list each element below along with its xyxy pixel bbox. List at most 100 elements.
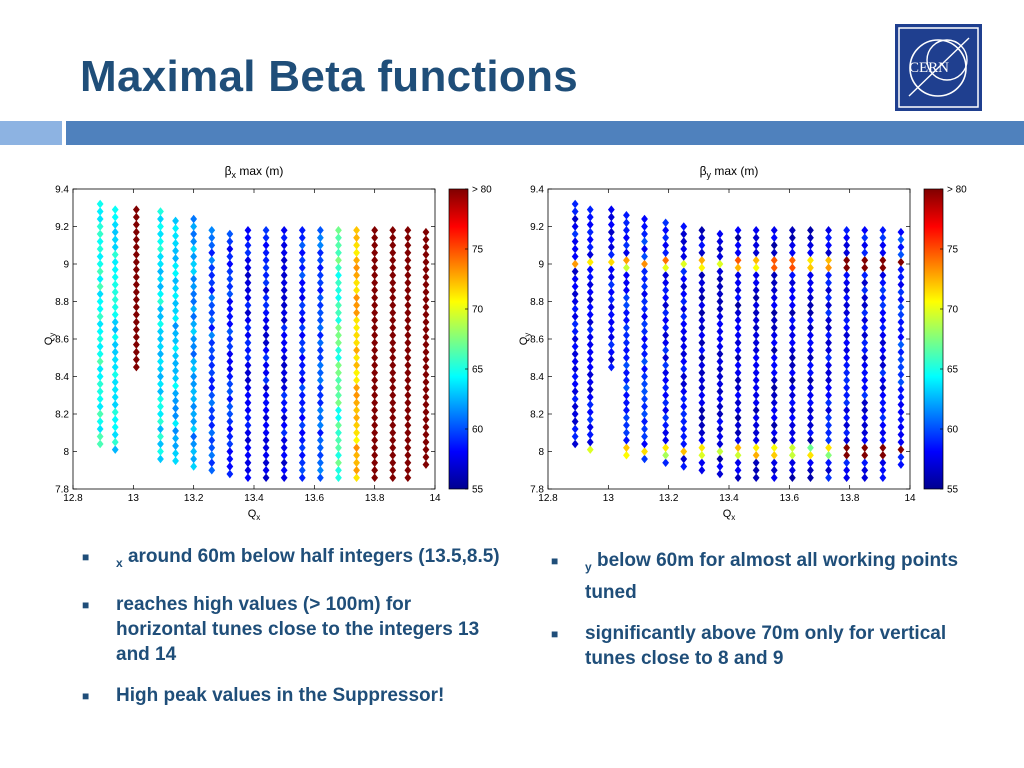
data-point: [698, 316, 706, 325]
data-point: [298, 271, 306, 280]
y-tick-label: 9: [538, 260, 544, 271]
data-point: [298, 248, 306, 257]
data-point: [404, 316, 412, 325]
data-point: [96, 364, 104, 374]
data-point: [132, 257, 140, 267]
data-point: [879, 293, 887, 302]
data-point: [157, 342, 164, 351]
data-point: [662, 361, 670, 370]
data-point: [316, 308, 324, 317]
data-point: [389, 323, 397, 332]
data-point: [861, 368, 869, 377]
y-axis-label-sub: y: [48, 333, 57, 337]
data-point: [623, 391, 630, 400]
data-point: [861, 376, 869, 385]
data-point: [353, 353, 360, 362]
data-point: [111, 317, 119, 327]
data-point: [843, 376, 851, 385]
data-point: [371, 443, 379, 452]
x-axis-label: Qx: [723, 508, 736, 522]
data-point: [226, 282, 234, 291]
data-point: [788, 323, 796, 332]
data-point: [662, 286, 670, 295]
data-point: [262, 308, 270, 317]
data-point: [132, 310, 140, 319]
data-point: [861, 421, 869, 430]
data-point: [157, 319, 164, 329]
data-point: [335, 421, 342, 430]
data-point: [371, 436, 379, 445]
data-point: [262, 406, 270, 415]
data-point: [244, 458, 252, 467]
data-point: [662, 376, 670, 385]
data-point: [641, 349, 648, 359]
data-point: [262, 293, 270, 302]
data-point: [770, 331, 778, 340]
data-point: [716, 409, 724, 419]
data-point: [752, 473, 760, 482]
data-point: [298, 338, 306, 347]
data-point: [571, 259, 579, 269]
data-point: [641, 327, 648, 336]
data-point: [389, 413, 397, 422]
data-point: [389, 368, 397, 377]
data-point: [422, 452, 430, 462]
data-point: [662, 421, 670, 430]
data-point: [132, 235, 140, 244]
data-point: [788, 346, 796, 355]
data-point: [571, 289, 579, 299]
data-point: [641, 379, 648, 389]
data-point: [752, 413, 760, 422]
data-point: [716, 454, 724, 464]
data-point: [788, 293, 796, 302]
data-point: [157, 402, 164, 411]
data-point: [623, 353, 630, 362]
data-point: [262, 421, 270, 430]
data-point: [641, 447, 648, 456]
data-point: [190, 409, 198, 419]
data-point: [788, 398, 796, 407]
data-point: [389, 443, 397, 452]
data-point: [752, 308, 760, 317]
data-point: [157, 297, 164, 306]
data-point: [298, 398, 306, 407]
data-column: [623, 211, 630, 460]
data-point: [389, 316, 397, 325]
data-point: [96, 334, 104, 344]
data-point: [807, 353, 814, 362]
data-point: [111, 385, 119, 394]
y-tick-label: 7.8: [55, 485, 69, 496]
data-point: [770, 286, 778, 295]
data-point: [825, 436, 832, 445]
data-point: [262, 458, 270, 467]
data-point: [825, 361, 832, 370]
data-point: [132, 340, 140, 349]
y-tick-label: 8.6: [55, 335, 69, 346]
data-point: [680, 357, 688, 366]
data-point: [586, 332, 594, 342]
data-point: [680, 334, 688, 344]
data-point: [698, 233, 706, 242]
data-point: [172, 306, 179, 316]
data-point: [571, 244, 579, 254]
data-point: [157, 439, 164, 449]
data-point: [752, 421, 760, 430]
data-point: [371, 263, 379, 272]
data-point: [607, 347, 615, 357]
data-point: [316, 271, 324, 280]
data-point: [335, 293, 342, 302]
data-point: [843, 338, 851, 347]
data-point: [353, 421, 360, 430]
data-point: [226, 357, 234, 366]
data-point: [353, 308, 360, 317]
y-tick-label: 7.8: [530, 485, 544, 496]
data-point: [389, 428, 397, 437]
data-point: [353, 248, 360, 257]
data-point: [734, 233, 742, 242]
data-point: [807, 286, 814, 295]
data-point: [680, 229, 688, 239]
data-point: [770, 406, 778, 415]
data-point: [571, 252, 579, 261]
data-point: [698, 361, 706, 370]
data-point: [353, 466, 360, 475]
